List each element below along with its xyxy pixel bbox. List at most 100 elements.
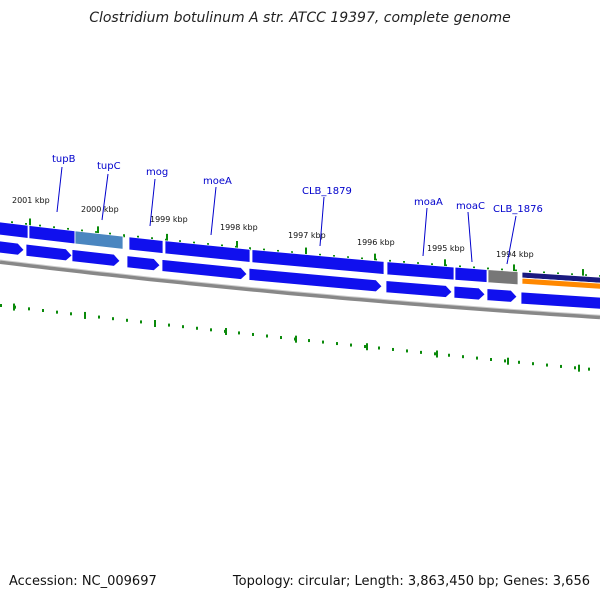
minor-tick [571, 273, 573, 277]
minor-tick [378, 346, 380, 350]
major-tick [374, 253, 376, 261]
minor-tick [417, 262, 419, 266]
minor-tick [361, 257, 363, 261]
kbp-label: 1998 kbp [220, 223, 258, 232]
gene-feature [521, 271, 600, 284]
minor-tick [518, 360, 520, 364]
major-tick [305, 247, 307, 255]
kbp-label: 1994 kbp [496, 250, 534, 259]
major-tick [84, 311, 86, 319]
minor-tick [560, 364, 562, 368]
minor-tick [501, 268, 503, 272]
gene-leader-line [319, 196, 325, 247]
minor-tick [109, 232, 111, 236]
major-tick [295, 335, 297, 343]
major-tick [225, 327, 227, 335]
minor-tick [490, 357, 492, 361]
minor-tick [140, 320, 142, 324]
gene-leader-line [422, 207, 428, 257]
gene-features [0, 221, 600, 310]
gene-label[interactable]: CLB_1876 [493, 204, 543, 215]
minor-tick [266, 334, 268, 338]
minor-tick [123, 234, 125, 238]
gene-leader-line [56, 166, 63, 213]
minor-tick [557, 272, 559, 276]
minor-tick [263, 248, 265, 252]
minor-tick [308, 339, 310, 343]
minor-tick [347, 256, 349, 260]
minor-tick [53, 226, 55, 230]
minor-tick [151, 237, 153, 241]
gene-label[interactable]: tupC [97, 161, 121, 172]
minor-tick [137, 235, 139, 239]
minor-tick [179, 240, 181, 244]
major-tick [436, 350, 438, 358]
minor-tick [277, 249, 279, 253]
gene-feature [0, 221, 29, 239]
minor-tick [585, 274, 587, 278]
minor-tick [25, 223, 27, 227]
kbp-scale-labels: 2001 kbp 2000 kbp 1999 kbp 1998 kbp 1997 kbp… [12, 196, 534, 259]
minor-tick [168, 323, 170, 327]
minor-tick [42, 309, 44, 313]
minor-tick [81, 229, 83, 233]
minor-tick [210, 328, 212, 332]
minor-tick [532, 362, 534, 366]
gene-label[interactable]: moaC [456, 201, 485, 212]
major-tick [154, 320, 156, 328]
gene-feature [248, 267, 383, 293]
minor-tick [182, 325, 184, 329]
minor-tick [95, 231, 97, 235]
major-tick [513, 264, 515, 272]
kbp-label: 1997 kbp [288, 231, 326, 240]
minor-tick [193, 241, 195, 245]
kbp-label: 1999 kbp [150, 215, 188, 224]
minor-tick [336, 342, 338, 346]
gene-feature [25, 243, 73, 262]
gene-leader-line [506, 215, 517, 265]
minor-tick [56, 310, 58, 314]
genome-summary-text: Topology: circular; Length: 3,863,450 bp… [232, 574, 590, 589]
gene-feature [251, 249, 385, 275]
gene-leader-line [467, 211, 473, 263]
major-tick [507, 357, 509, 365]
gene-label[interactable]: moeA [203, 176, 232, 187]
gene-leader-line [210, 186, 217, 236]
minor-tick [392, 347, 394, 351]
minor-tick [11, 221, 13, 225]
gene-label[interactable]: mog [146, 167, 168, 178]
genome-title: Clostridium botulinum A str. ATCC 19397,… [89, 10, 511, 26]
minor-tick [504, 359, 506, 363]
gene-feature [454, 266, 488, 283]
minor-tick [546, 363, 548, 367]
minor-tick [249, 247, 251, 251]
gene-feature [453, 285, 486, 301]
gene-label[interactable]: CLB_1879 [302, 186, 352, 197]
backbone-highlight [0, 259, 600, 316]
minor-tick [487, 267, 489, 271]
minor-tick [403, 261, 405, 265]
kbp-label: 1996 kbp [357, 238, 395, 247]
gene-feature [0, 240, 25, 256]
minor-tick [0, 304, 2, 307]
gene-leader-line [149, 178, 156, 227]
minor-tick [28, 307, 30, 311]
gene-feature [128, 236, 164, 255]
major-tick [236, 241, 238, 249]
minor-tick [476, 356, 478, 360]
accession-text: Accession: NC_009697 [9, 574, 157, 589]
kbp-label: 2000 kbp [81, 205, 119, 214]
minor-tick [515, 269, 517, 273]
gene-label[interactable]: tupB [52, 154, 76, 165]
minor-tick [280, 336, 282, 340]
minor-tick [112, 317, 114, 321]
backbone-line [0, 260, 600, 320]
gene-feature [164, 240, 251, 263]
minor-tick [322, 340, 324, 344]
gene-label[interactable]: moaA [414, 197, 443, 208]
minor-tick [238, 331, 240, 335]
minor-tick [350, 343, 352, 347]
minor-tick [574, 366, 576, 370]
